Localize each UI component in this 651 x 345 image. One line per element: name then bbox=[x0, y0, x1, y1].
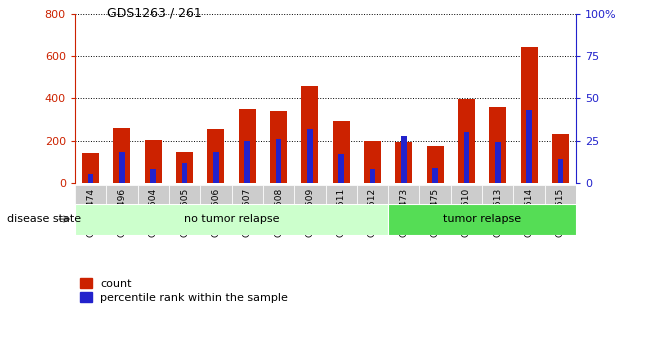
Text: GSM50512: GSM50512 bbox=[368, 188, 377, 237]
Bar bbox=[326, 185, 357, 223]
Text: GSM50510: GSM50510 bbox=[462, 188, 471, 237]
Bar bbox=[82, 153, 99, 183]
Bar bbox=[521, 47, 538, 183]
Bar bbox=[201, 185, 232, 223]
Text: GSM50506: GSM50506 bbox=[212, 188, 220, 237]
Text: GSM50511: GSM50511 bbox=[337, 188, 346, 237]
Bar bbox=[275, 139, 281, 183]
Bar bbox=[450, 185, 482, 223]
Bar bbox=[238, 109, 256, 183]
Bar bbox=[232, 185, 263, 223]
Bar bbox=[489, 107, 506, 183]
Bar bbox=[458, 99, 475, 183]
Bar bbox=[182, 162, 187, 183]
Bar bbox=[88, 175, 93, 183]
Text: GSM50508: GSM50508 bbox=[274, 188, 283, 237]
Bar bbox=[176, 151, 193, 183]
Text: GSM50475: GSM50475 bbox=[431, 188, 439, 237]
Text: GSM50515: GSM50515 bbox=[556, 188, 565, 237]
Bar bbox=[113, 128, 130, 183]
Bar bbox=[339, 154, 344, 183]
Bar bbox=[432, 168, 438, 183]
Bar bbox=[419, 185, 450, 223]
Bar bbox=[213, 152, 219, 183]
Bar bbox=[514, 185, 545, 223]
Bar bbox=[106, 185, 137, 223]
Text: GSM50504: GSM50504 bbox=[148, 188, 158, 237]
Bar bbox=[75, 185, 106, 223]
Legend: count, percentile rank within the sample: count, percentile rank within the sample bbox=[81, 278, 288, 303]
Bar bbox=[145, 139, 162, 183]
Bar bbox=[388, 204, 576, 235]
Text: GSM50473: GSM50473 bbox=[399, 188, 408, 237]
Bar bbox=[526, 110, 532, 183]
Bar bbox=[244, 141, 250, 183]
Bar bbox=[395, 142, 413, 183]
Bar bbox=[137, 185, 169, 223]
Text: GSM50513: GSM50513 bbox=[493, 188, 503, 237]
Bar bbox=[263, 185, 294, 223]
Text: GDS1263 / 261: GDS1263 / 261 bbox=[107, 7, 202, 20]
Text: GSM50496: GSM50496 bbox=[117, 188, 126, 237]
Text: GSM50514: GSM50514 bbox=[525, 188, 534, 237]
Bar bbox=[364, 141, 381, 183]
Bar bbox=[558, 159, 563, 183]
Bar bbox=[495, 142, 501, 183]
Bar bbox=[545, 185, 576, 223]
Bar bbox=[357, 185, 388, 223]
Bar bbox=[388, 185, 419, 223]
Bar bbox=[294, 185, 326, 223]
Bar bbox=[75, 204, 388, 235]
Bar bbox=[150, 169, 156, 183]
Text: disease state: disease state bbox=[7, 214, 81, 224]
Bar bbox=[301, 86, 318, 183]
Text: GSM50505: GSM50505 bbox=[180, 188, 189, 237]
Bar bbox=[307, 129, 312, 183]
Bar bbox=[552, 134, 569, 183]
Bar bbox=[169, 185, 201, 223]
Text: GSM50509: GSM50509 bbox=[305, 188, 314, 237]
Text: GSM50474: GSM50474 bbox=[86, 188, 95, 237]
Text: tumor relapse: tumor relapse bbox=[443, 214, 521, 224]
Bar bbox=[119, 152, 125, 183]
Bar bbox=[426, 146, 444, 183]
Bar bbox=[464, 132, 469, 183]
Bar bbox=[370, 169, 376, 183]
Text: GSM50507: GSM50507 bbox=[243, 188, 252, 237]
Bar bbox=[270, 111, 287, 183]
Text: no tumor relapse: no tumor relapse bbox=[184, 214, 279, 224]
Bar bbox=[333, 120, 350, 183]
Bar bbox=[401, 136, 407, 183]
Bar bbox=[482, 185, 514, 223]
Bar bbox=[207, 129, 225, 183]
